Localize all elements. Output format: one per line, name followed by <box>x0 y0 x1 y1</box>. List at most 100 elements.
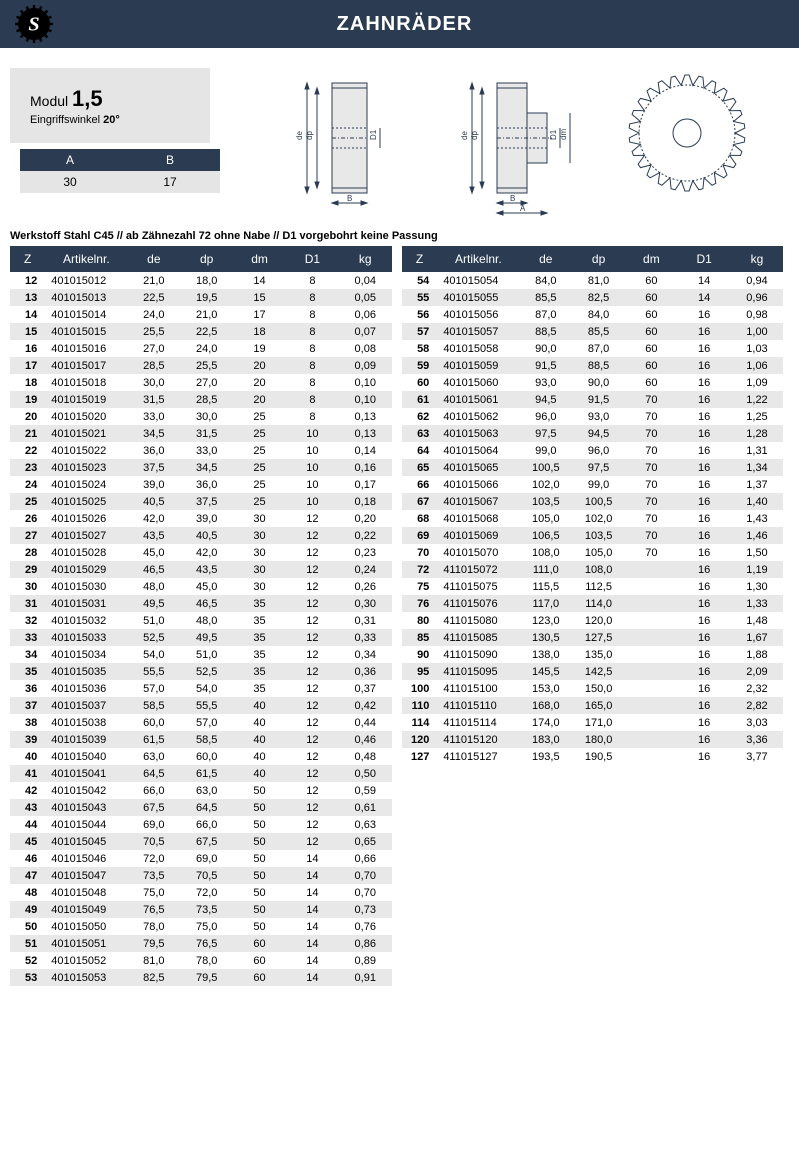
table-cell: 60,0 <box>127 714 180 731</box>
table-cell: 60 <box>625 357 678 374</box>
table-cell: 16 <box>678 306 731 323</box>
table-cell: 70 <box>625 408 678 425</box>
table-cell: 401015064 <box>437 442 519 459</box>
table-cell: 88,5 <box>572 357 625 374</box>
table-cell: 25 <box>233 459 286 476</box>
table-cell: 40,5 <box>127 493 180 510</box>
diagram-side-with-hub: de dp D1 dm B A <box>442 68 602 218</box>
table-row: 100411015100153,0150,0162,32 <box>402 680 784 697</box>
table-row: 5740101505788,585,560161,00 <box>402 323 784 340</box>
table-cell: 123,0 <box>519 612 572 629</box>
table-cell: 100,5 <box>519 459 572 476</box>
table-row: 3240101503251,048,035120,31 <box>10 612 392 629</box>
table-row: 4740101504773,570,550140,70 <box>10 867 392 884</box>
table-cell: 64 <box>402 442 438 459</box>
table-cell: 16 <box>678 391 731 408</box>
table-cell: 16 <box>678 697 731 714</box>
table-cell: 35 <box>233 612 286 629</box>
table-cell: 45,0 <box>127 544 180 561</box>
diagram-front-gear-icon <box>622 68 752 198</box>
table-cell: 93,0 <box>572 408 625 425</box>
table-cell: 16 <box>678 731 731 748</box>
column-header: dp <box>572 246 625 272</box>
svg-text:D1: D1 <box>369 129 378 140</box>
table-cell: 0,76 <box>339 918 392 935</box>
table-cell <box>625 680 678 697</box>
table-cell: 35 <box>233 680 286 697</box>
table-cell: 40 <box>233 714 286 731</box>
table-cell: 37 <box>10 697 45 714</box>
table-cell: 24 <box>10 476 45 493</box>
table-cell: 0,34 <box>339 646 392 663</box>
table-cell: 3,36 <box>731 731 784 748</box>
table-cell: 13 <box>10 289 45 306</box>
table-cell <box>625 578 678 595</box>
table-cell: 79,5 <box>180 969 233 986</box>
table-row: 76411015076117,0114,0161,33 <box>402 595 784 612</box>
table-cell: 0,05 <box>339 289 392 306</box>
table-cell: 0,73 <box>339 901 392 918</box>
table-cell: 1,31 <box>731 442 784 459</box>
table-row: 70401015070108,0105,070161,50 <box>402 544 784 561</box>
table-cell: 85 <box>402 629 438 646</box>
table-cell: 0,94 <box>731 272 784 289</box>
table-cell: 1,19 <box>731 561 784 578</box>
table-cell: 0,06 <box>339 306 392 323</box>
table-cell: 16 <box>678 748 731 765</box>
table-cell: 411015085 <box>437 629 519 646</box>
table-cell: 1,40 <box>731 493 784 510</box>
table-cell: 12 <box>286 765 339 782</box>
table-cell: 50 <box>233 782 286 799</box>
table-cell: 401015028 <box>45 544 127 561</box>
table-cell: 30,0 <box>180 408 233 425</box>
table-cell: 43 <box>10 799 45 816</box>
table-row: 1640101501627,024,01980,08 <box>10 340 392 357</box>
table-cell: 411015100 <box>437 680 519 697</box>
table-row: 5840101505890,087,060161,03 <box>402 340 784 357</box>
svg-text:de: de <box>460 131 469 140</box>
table-cell: 21 <box>10 425 45 442</box>
table-cell: 36,0 <box>180 476 233 493</box>
table-cell: 411015110 <box>437 697 519 714</box>
data-table-right: ZArtikelnr.dedpdmD1kg 5440101505484,081,… <box>402 246 784 765</box>
table-cell: 25 <box>233 408 286 425</box>
table-cell: 401015014 <box>45 306 127 323</box>
table-cell: 127 <box>402 748 438 765</box>
table-row: 5040101505078,075,050140,76 <box>10 918 392 935</box>
table-cell: 0,22 <box>339 527 392 544</box>
table-cell: 85,5 <box>572 323 625 340</box>
table-row: 2140101502134,531,525100,13 <box>10 425 392 442</box>
table-cell: 70 <box>625 391 678 408</box>
table-cell: 67,5 <box>127 799 180 816</box>
table-cell: 401015036 <box>45 680 127 697</box>
table-cell: 69,0 <box>180 850 233 867</box>
table-cell: 0,48 <box>339 748 392 765</box>
table-cell: 0,23 <box>339 544 392 561</box>
table-cell: 103,5 <box>572 527 625 544</box>
table-cell: 26 <box>10 510 45 527</box>
table-cell: 14 <box>286 952 339 969</box>
svg-text:dm: dm <box>559 129 568 140</box>
table-cell: 16 <box>678 612 731 629</box>
table-cell: 60 <box>233 935 286 952</box>
table-cell: 28,5 <box>180 391 233 408</box>
table-row: 120411015120183,0180,0163,36 <box>402 731 784 748</box>
table-cell: 90,0 <box>572 374 625 391</box>
table-cell: 1,06 <box>731 357 784 374</box>
table-cell: 401015049 <box>45 901 127 918</box>
table-cell: 35 <box>10 663 45 680</box>
table-row: 90411015090138,0135,0161,88 <box>402 646 784 663</box>
column-header: kg <box>339 246 392 272</box>
table-cell: 401015046 <box>45 850 127 867</box>
table-row: 1940101501931,528,52080,10 <box>10 391 392 408</box>
table-cell: 50 <box>233 816 286 833</box>
table-cell: 29 <box>10 561 45 578</box>
table-cell: 174,0 <box>519 714 572 731</box>
table-cell: 401015057 <box>437 323 519 340</box>
table-cell: 411015075 <box>437 578 519 595</box>
table-cell: 183,0 <box>519 731 572 748</box>
table-cell: 75,0 <box>180 918 233 935</box>
table-cell: 401015022 <box>45 442 127 459</box>
column-header: dm <box>233 246 286 272</box>
table-cell: 145,5 <box>519 663 572 680</box>
